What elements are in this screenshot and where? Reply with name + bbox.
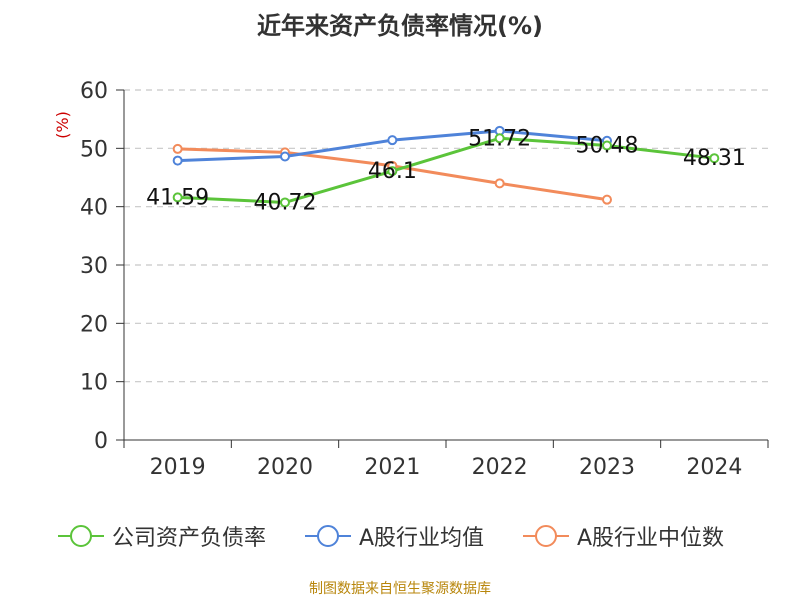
data-point <box>387 166 398 177</box>
x-tick-label: 2022 <box>472 455 528 480</box>
legend-line-marker-icon <box>58 525 104 547</box>
legend-item-industry-mean[interactable]: A股行业均值 <box>305 522 485 551</box>
data-label: 40.72 <box>254 190 317 215</box>
data-label: 46.1 <box>368 159 417 184</box>
data-point <box>280 151 290 162</box>
x-tick-label: 2020 <box>257 455 313 480</box>
data-label: 51.72 <box>468 126 531 151</box>
y-tick-label: 0 <box>94 429 108 454</box>
data-label: 48.31 <box>683 146 746 171</box>
source-note: 制图数据来自恒生聚源数据库 <box>309 581 491 597</box>
x-tick-label: 2023 <box>579 455 635 480</box>
data-point <box>280 197 290 208</box>
data-point <box>387 135 398 146</box>
x-tick-label: 2019 <box>150 455 206 480</box>
data-point <box>172 143 183 154</box>
legend-item-company[interactable]: 公司资产负债率 <box>58 522 267 551</box>
data-point <box>602 194 612 205</box>
y-axis-label: (%) <box>53 111 72 139</box>
legend-item-industry-median[interactable]: A股行业中位数 <box>523 522 725 551</box>
y-tick-label: 40 <box>80 196 108 221</box>
x-tick-label: 2024 <box>686 455 742 480</box>
data-point <box>709 153 720 164</box>
y-tick-label: 10 <box>80 371 108 396</box>
legend-line-marker-icon <box>305 525 351 547</box>
data-point <box>172 192 183 203</box>
x-tick-label: 2021 <box>364 455 420 480</box>
data-point <box>494 133 505 144</box>
legend-line-marker-icon <box>523 525 569 547</box>
series-line <box>177 136 715 204</box>
data-point <box>172 155 183 166</box>
chart-title: 近年来资产负债率情况(%) <box>257 12 543 40</box>
y-tick-label: 20 <box>80 312 108 337</box>
data-label: 50.48 <box>576 134 639 159</box>
data-point <box>494 178 505 189</box>
y-tick-label: 50 <box>80 137 108 162</box>
y-tick-label: 30 <box>80 254 108 279</box>
data-label: 41.59 <box>146 185 209 210</box>
legend-label: A股行业中位数 <box>577 526 725 551</box>
legend-label: A股行业均值 <box>359 526 485 551</box>
data-point <box>602 140 612 151</box>
y-tick-label: 60 <box>80 79 108 104</box>
legend-label: 公司资产负债率 <box>112 526 267 551</box>
